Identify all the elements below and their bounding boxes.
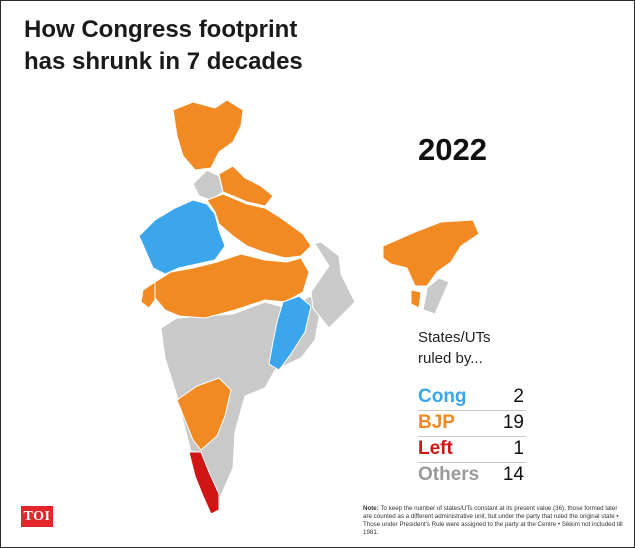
legend-row-cong: Cong 2 bbox=[418, 384, 526, 411]
map-region-tripura bbox=[410, 289, 422, 309]
headline-line-2: has shrunk in 7 decades bbox=[24, 48, 303, 75]
headline-line-1: How Congress footprint bbox=[24, 16, 298, 43]
footnote-text: To keep the number of states/UTs constan… bbox=[363, 505, 623, 536]
map-region-rajasthan bbox=[138, 199, 226, 275]
year-label: 2022 bbox=[418, 132, 487, 167]
map-region-jk-ladakh bbox=[172, 99, 244, 171]
footnote-prefix: Note: bbox=[363, 505, 379, 512]
footnote: Note: To keep the number of states/UTs c… bbox=[363, 505, 625, 537]
legend-heading: States/UTs ruled by... bbox=[418, 327, 491, 369]
map-region-northeast-grey bbox=[422, 277, 450, 315]
map-region-chhattisgarh bbox=[268, 295, 312, 371]
legend-row-bjp: BJP 19 bbox=[418, 410, 526, 437]
legend-count-bjp: 19 bbox=[502, 412, 524, 433]
legend-heading-line-1: States/UTs bbox=[418, 329, 491, 346]
toi-logo: TOI bbox=[21, 506, 53, 527]
legend-label-bjp: BJP bbox=[418, 412, 455, 433]
map-region-east-grey bbox=[300, 241, 356, 329]
india-party-map bbox=[138, 99, 480, 515]
map-region-karnataka bbox=[176, 377, 232, 451]
legend-row-left: Left 1 bbox=[418, 436, 526, 463]
map-region-gujarat-coast bbox=[140, 281, 156, 309]
legend-label-others: Others bbox=[418, 464, 480, 485]
headline: How Congress footprint has shrunk in 7 d… bbox=[24, 14, 303, 78]
map-region-assam-northeast bbox=[382, 219, 480, 287]
legend-row-others: Others 14 bbox=[418, 462, 526, 488]
legend-heading-line-2: ruled by... bbox=[418, 350, 483, 367]
legend-count-left: 1 bbox=[513, 438, 524, 459]
map-region-himachal-uttarakhand bbox=[218, 165, 274, 207]
legend-count-cong: 2 bbox=[513, 386, 524, 407]
legend-label-cong: Cong bbox=[418, 386, 467, 407]
map-region-haryana-up bbox=[206, 193, 312, 259]
map-region-central-west bbox=[154, 253, 310, 319]
map-region-kerala bbox=[188, 451, 220, 515]
legend-label-left: Left bbox=[418, 438, 453, 459]
legend-count-others: 14 bbox=[502, 464, 524, 485]
